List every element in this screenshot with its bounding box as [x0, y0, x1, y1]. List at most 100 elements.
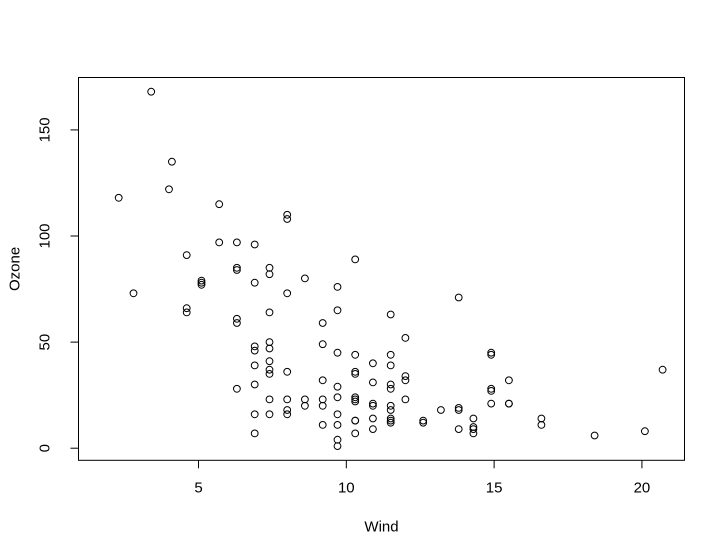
- data-point: [283, 395, 292, 404]
- data-point: [283, 215, 292, 223]
- data-point: [351, 367, 360, 376]
- data-point: [419, 416, 428, 425]
- x-tick-label: 15: [486, 480, 503, 497]
- data-point: [487, 384, 496, 393]
- y-tick-label: 150: [37, 117, 54, 142]
- data-point: [351, 255, 360, 264]
- x-axis-title: Wind: [364, 519, 398, 536]
- data-point: [233, 319, 241, 327]
- data-point: [419, 418, 428, 427]
- data-point: [318, 376, 327, 385]
- data-point: [283, 210, 292, 219]
- data-point: [487, 348, 496, 357]
- data-point: [182, 308, 191, 317]
- data-point: [469, 425, 478, 434]
- data-point: [386, 310, 395, 319]
- data-point: [386, 361, 395, 370]
- data-point: [333, 348, 342, 357]
- data-point: [386, 418, 395, 427]
- y-axis-title: Ozone: [7, 247, 24, 291]
- data-point: [386, 350, 395, 359]
- data-point: [487, 387, 496, 395]
- data-point: [283, 406, 292, 414]
- data-point: [215, 238, 224, 247]
- data-point: [454, 404, 463, 412]
- data-point: [537, 414, 546, 423]
- data-point: [265, 410, 274, 419]
- data-point: [386, 384, 395, 393]
- data-point: [318, 340, 327, 349]
- data-point: [250, 410, 259, 419]
- data-point: [233, 238, 241, 247]
- data-point: [250, 346, 259, 355]
- data-point: [454, 406, 463, 414]
- data-point: [265, 365, 274, 374]
- data-point: [250, 240, 259, 249]
- data-point: [386, 380, 395, 389]
- data-point: [658, 365, 667, 374]
- data-point: [129, 289, 138, 298]
- data-point: [487, 399, 496, 408]
- data-point: [333, 306, 342, 315]
- data-point: [197, 278, 206, 287]
- data-point: [233, 266, 241, 274]
- data-point: [386, 401, 395, 410]
- data-point: [487, 350, 496, 359]
- x-tick-label: 5: [194, 480, 202, 497]
- data-point: [333, 283, 342, 291]
- data-point: [233, 314, 241, 323]
- data-point: [265, 344, 274, 353]
- data-point: [250, 342, 259, 351]
- data-point: [333, 435, 342, 444]
- y-tick-label: 0: [37, 444, 54, 452]
- data-point: [250, 361, 259, 370]
- data-point: [318, 319, 327, 327]
- x-tick-label: 10: [338, 480, 355, 497]
- data-point: [351, 395, 360, 404]
- data-point: [386, 416, 395, 425]
- x-tick-label: 20: [634, 480, 651, 497]
- data-point: [454, 425, 463, 434]
- data-point: [505, 376, 513, 385]
- data-point: [301, 401, 309, 410]
- data-point: [369, 399, 377, 408]
- data-point: [333, 410, 342, 419]
- data-point: [265, 370, 274, 378]
- data-point: [333, 382, 342, 391]
- data-point: [437, 406, 445, 414]
- data-point: [505, 399, 513, 408]
- data-point: [333, 393, 342, 402]
- data-point: [265, 357, 274, 366]
- data-point: [250, 429, 259, 438]
- data-point: [301, 274, 309, 283]
- data-point: [469, 429, 478, 438]
- data-point: [369, 414, 377, 423]
- data-point: [147, 87, 156, 96]
- data-point: [283, 289, 292, 298]
- data-point: [386, 414, 395, 423]
- data-point: [386, 406, 395, 414]
- data-point: [233, 384, 241, 393]
- data-point: [197, 280, 206, 289]
- data-point: [351, 350, 360, 359]
- data-point: [250, 278, 259, 287]
- data-point: [401, 376, 410, 385]
- data-point: [265, 270, 274, 279]
- data-point: [182, 304, 191, 313]
- plot-frame: [78, 77, 685, 461]
- data-point: [318, 421, 327, 429]
- data-point: [454, 293, 463, 302]
- data-point: [250, 380, 259, 389]
- data-point: [318, 395, 327, 404]
- data-point: [369, 359, 377, 368]
- data-point: [641, 427, 649, 436]
- data-point: [215, 200, 224, 209]
- data-point: [265, 395, 274, 404]
- data-point: [369, 425, 377, 434]
- data-point: [351, 393, 360, 402]
- data-point: [165, 185, 173, 194]
- data-point: [401, 395, 410, 404]
- data-point: [233, 263, 241, 272]
